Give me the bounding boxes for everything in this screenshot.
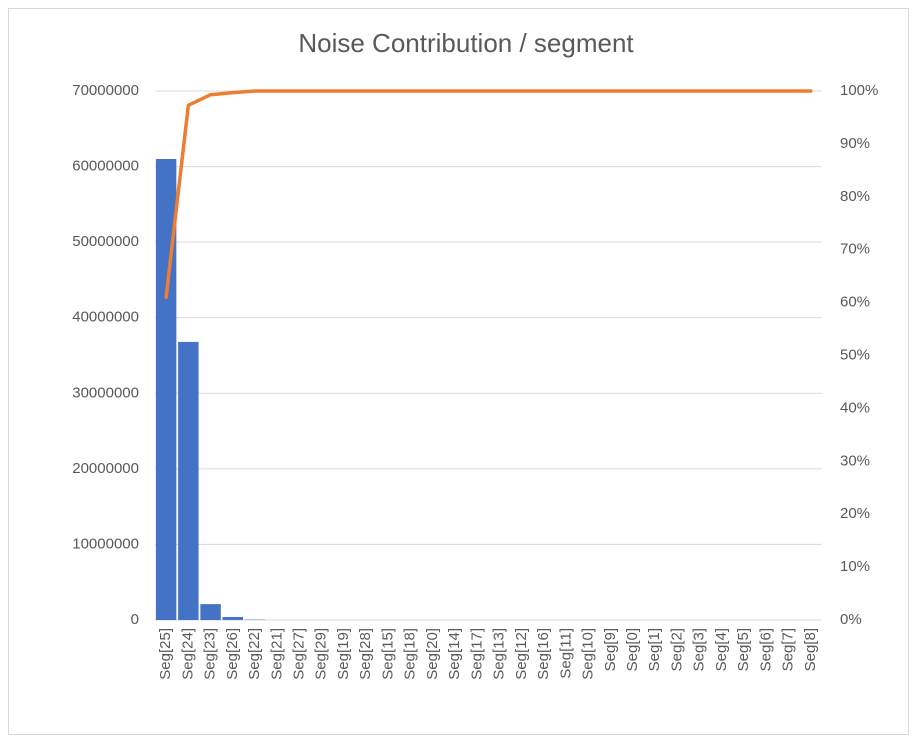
bar xyxy=(178,341,199,620)
y-tick-label: 40000000 xyxy=(72,309,139,326)
x-tick-label: Seg[20] xyxy=(424,628,441,680)
y-tick-label: 60000000 xyxy=(72,158,139,175)
x-tick-label: Seg[2] xyxy=(668,628,685,671)
y2-tick-label: 70% xyxy=(840,241,870,258)
y2-tick-label: 60% xyxy=(840,294,870,311)
y2-tick-label: 30% xyxy=(840,452,870,469)
bar xyxy=(222,616,244,620)
x-tick-label: Seg[3] xyxy=(691,628,708,671)
x-tick-label: Seg[18] xyxy=(402,628,419,680)
x-tick-label: Seg[28] xyxy=(357,628,374,680)
y2-tick-label: 40% xyxy=(840,399,870,416)
x-tick-label: Seg[25] xyxy=(157,628,174,680)
y-tick-label: 70000000 xyxy=(72,82,139,99)
chart-border xyxy=(8,8,909,735)
x-tick-label: Seg[1] xyxy=(646,628,663,671)
x-tick-label: Seg[16] xyxy=(535,628,552,680)
x-tick-label: Seg[17] xyxy=(468,628,485,680)
x-tick-label: Seg[22] xyxy=(246,628,263,680)
y2-tick-label: 10% xyxy=(840,558,870,575)
x-tick-label: Seg[0] xyxy=(624,628,641,671)
y-tick-label: 20000000 xyxy=(72,460,139,477)
x-tick-label: Seg[9] xyxy=(602,628,619,671)
x-tick-label: Seg[6] xyxy=(757,628,774,671)
x-tick-label: Seg[23] xyxy=(202,628,219,680)
bar xyxy=(200,604,221,620)
x-tick-label: Seg[29] xyxy=(313,628,330,680)
x-tick-label: Seg[15] xyxy=(379,628,396,680)
y-tick-label: 30000000 xyxy=(72,384,139,401)
y2-tick-label: 20% xyxy=(840,505,870,522)
y-tick-label: 10000000 xyxy=(72,535,139,552)
chart-title: Noise Contribution / segment xyxy=(298,28,634,58)
y-tick-label: 50000000 xyxy=(72,233,139,250)
y2-tick-label: 80% xyxy=(840,188,870,205)
x-tick-label: Seg[14] xyxy=(446,628,463,680)
x-tick-label: Seg[7] xyxy=(780,628,797,671)
x-tick-label: Seg[11] xyxy=(557,628,574,679)
y2-tick-label: 100% xyxy=(840,82,878,99)
y2-tick-label: 90% xyxy=(840,135,870,152)
x-tick-label: Seg[26] xyxy=(224,628,241,680)
x-tick-label: Seg[12] xyxy=(513,628,530,680)
y2-tick-label: 0% xyxy=(840,611,862,628)
cumulative-line xyxy=(164,89,813,300)
x-tick-label: Seg[8] xyxy=(802,628,819,671)
x-tick-label: Seg[24] xyxy=(179,628,196,680)
x-tick-label: Seg[21] xyxy=(268,628,285,680)
y-tick-label: 0 xyxy=(131,611,139,628)
x-tick-label: Seg[27] xyxy=(290,628,307,680)
x-tick-label: Seg[5] xyxy=(735,628,752,671)
x-tick-label: Seg[4] xyxy=(713,628,730,671)
y2-tick-label: 50% xyxy=(840,346,870,363)
x-tick-label: Seg[19] xyxy=(335,628,352,680)
x-tick-label: Seg[10] xyxy=(580,628,597,680)
x-tick-label: Seg[13] xyxy=(491,628,508,680)
bar xyxy=(155,159,177,620)
